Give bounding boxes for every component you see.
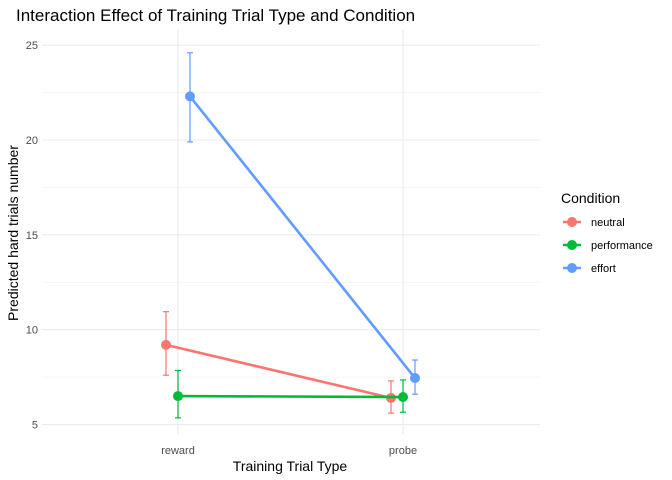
series-line [188, 95, 417, 379]
legend-label: effort [591, 263, 616, 275]
x-tick-label: probe [389, 445, 417, 457]
legend-title: Condition [561, 190, 620, 206]
legend: Condition neutral performance effort [561, 190, 653, 275]
y-tick-label: 15 [26, 230, 38, 242]
data-point [410, 373, 420, 384]
chart-title: Interaction Effect of Training Trial Typ… [16, 6, 415, 25]
series-group [161, 52, 420, 419]
data-point [398, 392, 408, 403]
x-tick-label: reward [161, 445, 195, 457]
y-tick-label: 5 [32, 420, 38, 432]
x-axis-title: Training Trial Type [233, 458, 348, 474]
legend-key-point [567, 263, 577, 273]
data-point [185, 91, 195, 102]
series-line [165, 343, 392, 400]
x-axis-ticks: reward probe [161, 445, 417, 457]
series-performance [173, 369, 408, 419]
y-axis-ticks: 5 10 15 20 25 [26, 40, 38, 431]
data-point [161, 339, 171, 350]
y-tick-label: 20 [26, 135, 38, 147]
series-line [177, 394, 404, 399]
data-point [173, 391, 183, 402]
legend-item-performance: performance [563, 240, 653, 252]
series-neutral [161, 311, 396, 414]
legend-key-point [567, 240, 577, 250]
legend-item-neutral: neutral [563, 217, 625, 229]
legend-key-point [567, 217, 577, 227]
legend-label: performance [591, 240, 653, 252]
series-effort [185, 52, 420, 395]
y-tick-label: 25 [26, 40, 38, 52]
legend-item-effort: effort [563, 263, 616, 275]
grid [42, 30, 540, 434]
y-tick-label: 10 [26, 325, 38, 337]
legend-label: neutral [591, 217, 625, 229]
y-axis-title: Predicted hard trials number [5, 145, 21, 321]
